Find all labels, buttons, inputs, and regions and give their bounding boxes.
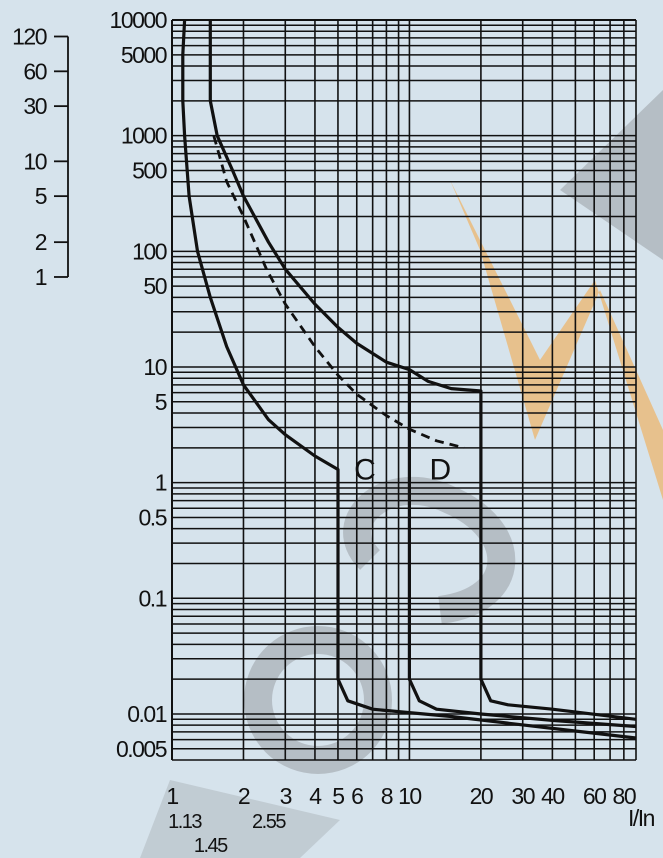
x-tick-label: 8 [381, 783, 393, 809]
y-tick-label: 1 [155, 470, 167, 496]
x-tick-label: 30 [511, 783, 534, 809]
x-tick-label: 1.45 [194, 835, 228, 857]
y-tick-label: 10000 [110, 7, 167, 33]
watermark-logo [140, 90, 663, 858]
x-tick-label: 3 [280, 783, 292, 809]
x-tick-label: 1.13 [168, 811, 202, 833]
x-tick-label: 1 [166, 783, 178, 809]
y-tick-label: 5 [155, 389, 167, 415]
curve-label-c: C [354, 453, 376, 486]
secondary-axis-tick-label: 60 [23, 58, 46, 84]
x-axis-ticks: 11.131.45 22.553 4 5 6 8 10 20 30 40 60 80 [166, 783, 637, 857]
y-tick-label: 100 [132, 238, 167, 264]
secondary-axis-tick-label: 5 [35, 183, 47, 209]
y-tick-label: 1000 [121, 123, 167, 149]
series-line-3 [408, 368, 637, 721]
y-tick-label: 500 [132, 157, 167, 183]
y-tick-label: 0.1 [139, 585, 167, 611]
secondary-axis-tick-label: 120 [12, 24, 47, 50]
curve-label-d: D [430, 453, 452, 486]
secondary-axis-ticks: 120 60 30 10 5 2 1 [12, 24, 69, 290]
x-tick-label: 6 [351, 783, 363, 809]
series-line-1 [181, 19, 637, 740]
y-axis-ticks: 10000 5000 1000 500 100 50 10 5 1 0.5 0.1 0.01 0.005 [110, 7, 169, 762]
series-line-2 [208, 20, 637, 729]
chart-frame [171, 19, 636, 760]
series-layer [181, 19, 637, 740]
x-tick-label: 5 [332, 783, 344, 809]
y-tick-label: 5000 [121, 42, 167, 68]
x-tick-label: 80 [613, 783, 636, 809]
x-axis-label: I/In [628, 805, 655, 831]
chart-grid [171, 19, 637, 761]
x-tick-label: 20 [470, 783, 493, 809]
x-tick-label: 2.55 [252, 811, 286, 833]
secondary-axis-tick-label: 30 [23, 93, 46, 119]
x-tick-label: 60 [583, 783, 606, 809]
y-tick-label: 0.01 [127, 701, 166, 727]
x-tick-label: 10 [398, 783, 421, 809]
secondary-axis-tick-label: 1 [35, 264, 47, 290]
y-tick-label: 10 [143, 354, 166, 380]
series-line-4 [212, 135, 465, 450]
x-tick-label: 40 [541, 783, 564, 809]
secondary-axis-tick-label: 10 [23, 148, 46, 174]
y-tick-label: 50 [143, 273, 166, 299]
secondary-axis-tick-label: 2 [35, 229, 47, 255]
y-tick-label: 0.5 [139, 504, 167, 530]
x-tick-label: 2 [238, 783, 250, 809]
y-tick-label: 0.005 [116, 736, 167, 762]
x-tick-label: 4 [309, 783, 322, 809]
